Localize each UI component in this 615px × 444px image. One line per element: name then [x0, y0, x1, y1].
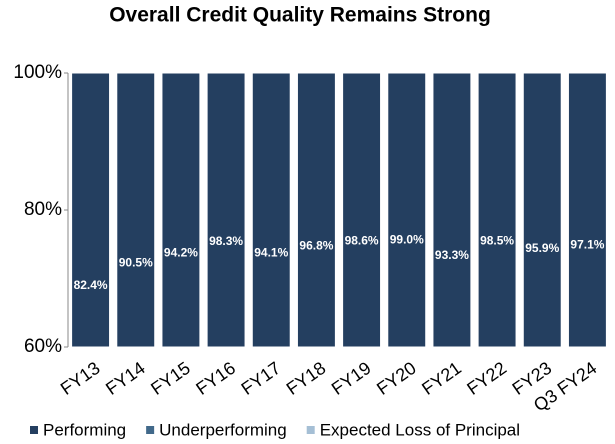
bar-segment: [477, 72, 517, 348]
value-label: 98.5%: [480, 234, 514, 248]
x-tick-label: FY16: [192, 358, 239, 399]
value-label: 94.1%: [254, 246, 288, 260]
bar-segment: [206, 72, 246, 348]
bar-segment: [296, 72, 336, 348]
legend-swatch: [30, 426, 38, 434]
legend-swatch: [306, 426, 315, 434]
value-label: 93.3%: [435, 248, 469, 262]
x-tick-label: FY18: [283, 358, 330, 399]
value-label: 96.8%: [299, 238, 333, 252]
legend-swatch: [146, 426, 155, 434]
value-label: 98.3%: [209, 234, 243, 248]
bar-segment: [161, 72, 201, 348]
bar-segment: [522, 72, 562, 348]
x-tick-label: FY21: [418, 358, 465, 399]
chart-title: Overall Credit Quality Remains Strong: [109, 4, 491, 27]
bar-segment: [71, 72, 111, 348]
bar-segment: [387, 72, 427, 348]
x-tick-label: FY13: [57, 358, 104, 399]
x-tick-label: FY15: [147, 358, 194, 399]
value-label: 99.0%: [390, 232, 424, 246]
value-label: 97.1%: [570, 238, 604, 252]
x-tick-label: FY20: [373, 358, 420, 399]
x-tick-label: FY14: [102, 358, 149, 399]
y-tick-label: 100%: [13, 62, 62, 83]
bar-segment: [116, 72, 156, 348]
y-tick-label: 60%: [24, 336, 62, 357]
bar-segment: [342, 72, 382, 348]
value-label: 98.6%: [345, 233, 379, 247]
x-tick-label: FY17: [238, 358, 285, 399]
x-tick-label: FY22: [463, 358, 510, 399]
legend-label: Underperforming: [159, 420, 287, 439]
value-label: 94.2%: [164, 245, 198, 259]
bar-segment: [432, 72, 472, 348]
value-label: 95.9%: [525, 241, 559, 255]
bar-segment: [567, 72, 607, 348]
x-tick-label: FY19: [328, 358, 375, 399]
value-label: 82.4%: [74, 278, 108, 292]
legend-label: Expected Loss of Principal: [320, 420, 520, 439]
bar-segment: [251, 72, 291, 348]
legend-label: Performing: [43, 420, 126, 439]
value-label: 90.5%: [119, 256, 153, 270]
y-tick-label: 80%: [24, 199, 62, 220]
